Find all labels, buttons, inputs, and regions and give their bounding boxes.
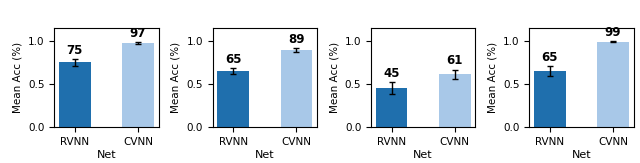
Y-axis label: Mean Acc (%): Mean Acc (%) — [330, 42, 339, 113]
X-axis label: Net: Net — [413, 150, 433, 160]
Bar — [534, 71, 566, 127]
Text: 65: 65 — [225, 53, 241, 66]
Bar — [439, 74, 470, 127]
Text: 45: 45 — [383, 67, 400, 80]
Text: 89: 89 — [288, 33, 305, 46]
Text: 97: 97 — [130, 27, 147, 40]
Bar — [280, 50, 312, 127]
Y-axis label: Mean Acc (%): Mean Acc (%) — [488, 42, 498, 113]
Bar — [59, 62, 91, 127]
Y-axis label: Mean Acc (%): Mean Acc (%) — [13, 42, 22, 113]
X-axis label: Net: Net — [97, 150, 116, 160]
Bar — [122, 43, 154, 127]
X-axis label: Net: Net — [255, 150, 275, 160]
Text: 99: 99 — [605, 26, 621, 39]
Text: 75: 75 — [67, 44, 83, 57]
X-axis label: Net: Net — [572, 150, 591, 160]
Text: 61: 61 — [447, 54, 463, 67]
Bar — [597, 42, 629, 127]
Bar — [376, 88, 408, 127]
Bar — [218, 71, 249, 127]
Y-axis label: Mean Acc (%): Mean Acc (%) — [171, 42, 181, 113]
Text: 65: 65 — [541, 51, 558, 64]
